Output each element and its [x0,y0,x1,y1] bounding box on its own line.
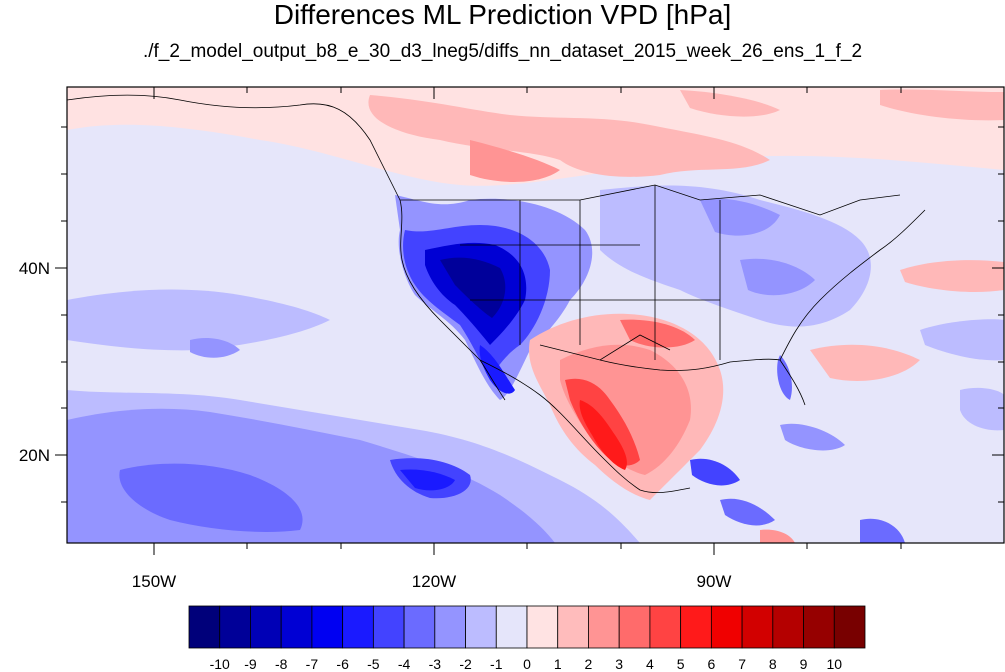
colorbar-swatch [710,605,743,649]
colorbar-label: 6 [707,656,715,672]
colorbar-swatch [434,605,466,649]
colorbar-swatch [219,605,251,649]
colorbar-swatch [372,605,405,649]
colorbar: -10 -9 -8 -7 -6 -5 -4 -3 -2 -1 0 1 2 3 4 5 6 7 8 9 10 [188,605,866,672]
colorbar-swatch [280,605,313,649]
colorbar-label: 8 [769,656,777,672]
colorbar-label: 1 [554,656,562,672]
vpd-difference-field [67,87,1004,543]
colorbar-label: 4 [646,656,654,672]
lon-label-120w: 120W [412,572,456,591]
colorbar-swatch [833,605,866,649]
colorbar-swatch [311,605,344,649]
colorbar-swatch [680,605,712,649]
lon-label-150w: 150W [132,572,176,591]
colorbar-swatch [495,605,528,649]
colorbar-swatch [772,605,804,649]
colorbar-label: 7 [738,656,746,672]
colorbar-swatch [342,605,374,649]
colorbar-label: -8 [275,656,288,672]
colorbar-swatch [403,605,436,649]
lat-label-40n: 40N [19,259,50,278]
colorbar-label: -10 [210,656,230,672]
colorbar-swatch [557,605,589,649]
colorbar-label: 5 [677,656,685,672]
colorbar-label: -6 [336,656,349,672]
colorbar-swatch [649,605,682,649]
colorbar-label: -7 [306,656,319,672]
colorbar-swatch [465,605,497,649]
colorbar-label: 2 [585,656,593,672]
lon-label-90w: 90W [697,572,732,591]
axis-ticks [55,87,1004,555]
colorbar-label: -3 [429,656,442,672]
colorbar-label: -1 [490,656,503,672]
colorbar-swatch [803,605,835,649]
colorbar-label: 9 [800,656,808,672]
colorbar-label: 10 [826,656,842,672]
map-subtitle: ./f_2_model_output_b8_e_30_d3_lneg5/diff… [142,41,863,62]
colorbar-swatch [588,605,620,649]
colorbar-swatch [250,605,282,649]
colorbar-label: -5 [367,656,380,672]
colorbar-label: -4 [398,656,411,672]
colorbar-swatch [618,605,651,649]
lat-label-20n: 20N [19,446,50,465]
colorbar-label: -9 [244,656,257,672]
map-title: Differences ML Prediction VPD [hPa] [273,0,732,30]
colorbar-label: -2 [459,656,472,672]
colorbar-swatch [741,605,774,649]
colorbar-swatch [526,605,559,649]
colorbar-label: 0 [523,656,531,672]
colorbar-swatch [188,605,221,649]
colorbar-label: 3 [615,656,623,672]
